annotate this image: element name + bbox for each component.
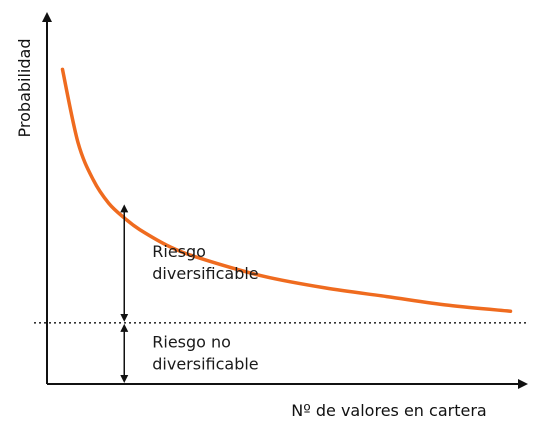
series-line: [60, 67, 513, 313]
non-diversifiable-label-line-2: diversificable: [152, 354, 258, 373]
y-axis-label: Probabilidad: [15, 39, 34, 138]
x-axis-label: Nº de valores en cartera: [291, 401, 486, 420]
non-diversifiable-label-line-1: Riesgo no: [152, 332, 231, 351]
diversifiable-label-line-2: diversificable: [152, 264, 258, 283]
diversifiable-label-line-1: Riesgo: [152, 242, 206, 261]
